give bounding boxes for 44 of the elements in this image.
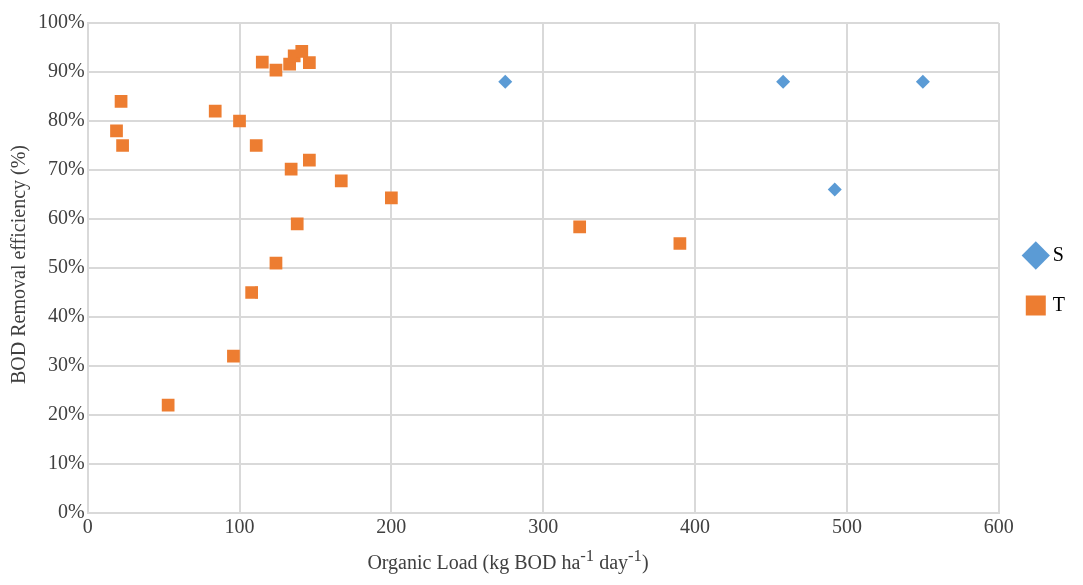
point xyxy=(915,74,930,89)
point xyxy=(498,74,513,89)
y-tick-label: 100% xyxy=(37,10,85,33)
x-tick-label: 200 xyxy=(376,515,407,538)
x-tick-label: 500 xyxy=(831,515,862,538)
point xyxy=(334,174,348,188)
point xyxy=(673,237,687,250)
point xyxy=(227,349,240,363)
x-tick-label: 300 xyxy=(528,515,559,538)
point xyxy=(827,182,842,197)
y-tick-label: 80% xyxy=(47,108,85,131)
point xyxy=(245,286,259,299)
point xyxy=(303,56,316,70)
point xyxy=(385,191,398,205)
y-tick-label: 10% xyxy=(47,451,85,474)
point xyxy=(233,114,246,128)
y-axis-title: BOD Removal efficiency (%) xyxy=(6,144,30,386)
point xyxy=(776,74,791,89)
x-tick-label: 100 xyxy=(224,515,255,538)
x-tick-label: 400 xyxy=(680,515,711,538)
x-axis-title: Organic Load (kg BOD ha$^{-1}$ day$^{-1}$) xyxy=(366,546,650,574)
y-tick-label: 50% xyxy=(47,255,85,278)
y-tick-label: 40% xyxy=(47,304,85,327)
point xyxy=(110,124,123,138)
point xyxy=(161,398,175,412)
legend-label: S xyxy=(1052,242,1064,265)
y-tick-label: 70% xyxy=(47,157,85,180)
y-tick-label: 90% xyxy=(47,59,85,82)
point xyxy=(295,45,309,58)
point xyxy=(284,162,298,176)
y-tick-label: 20% xyxy=(47,402,85,425)
point xyxy=(208,104,222,118)
y-tick-label: 0% xyxy=(57,500,85,523)
x-tick-label: 600 xyxy=(983,515,1014,538)
point xyxy=(290,217,304,231)
point xyxy=(114,95,128,108)
point xyxy=(116,139,129,152)
point xyxy=(255,55,269,69)
point xyxy=(573,220,587,234)
y-tick-label: 60% xyxy=(47,206,85,229)
point xyxy=(303,153,316,167)
legend-label: T xyxy=(1052,292,1065,315)
y-tick-label: 30% xyxy=(47,353,85,376)
point xyxy=(249,139,263,152)
